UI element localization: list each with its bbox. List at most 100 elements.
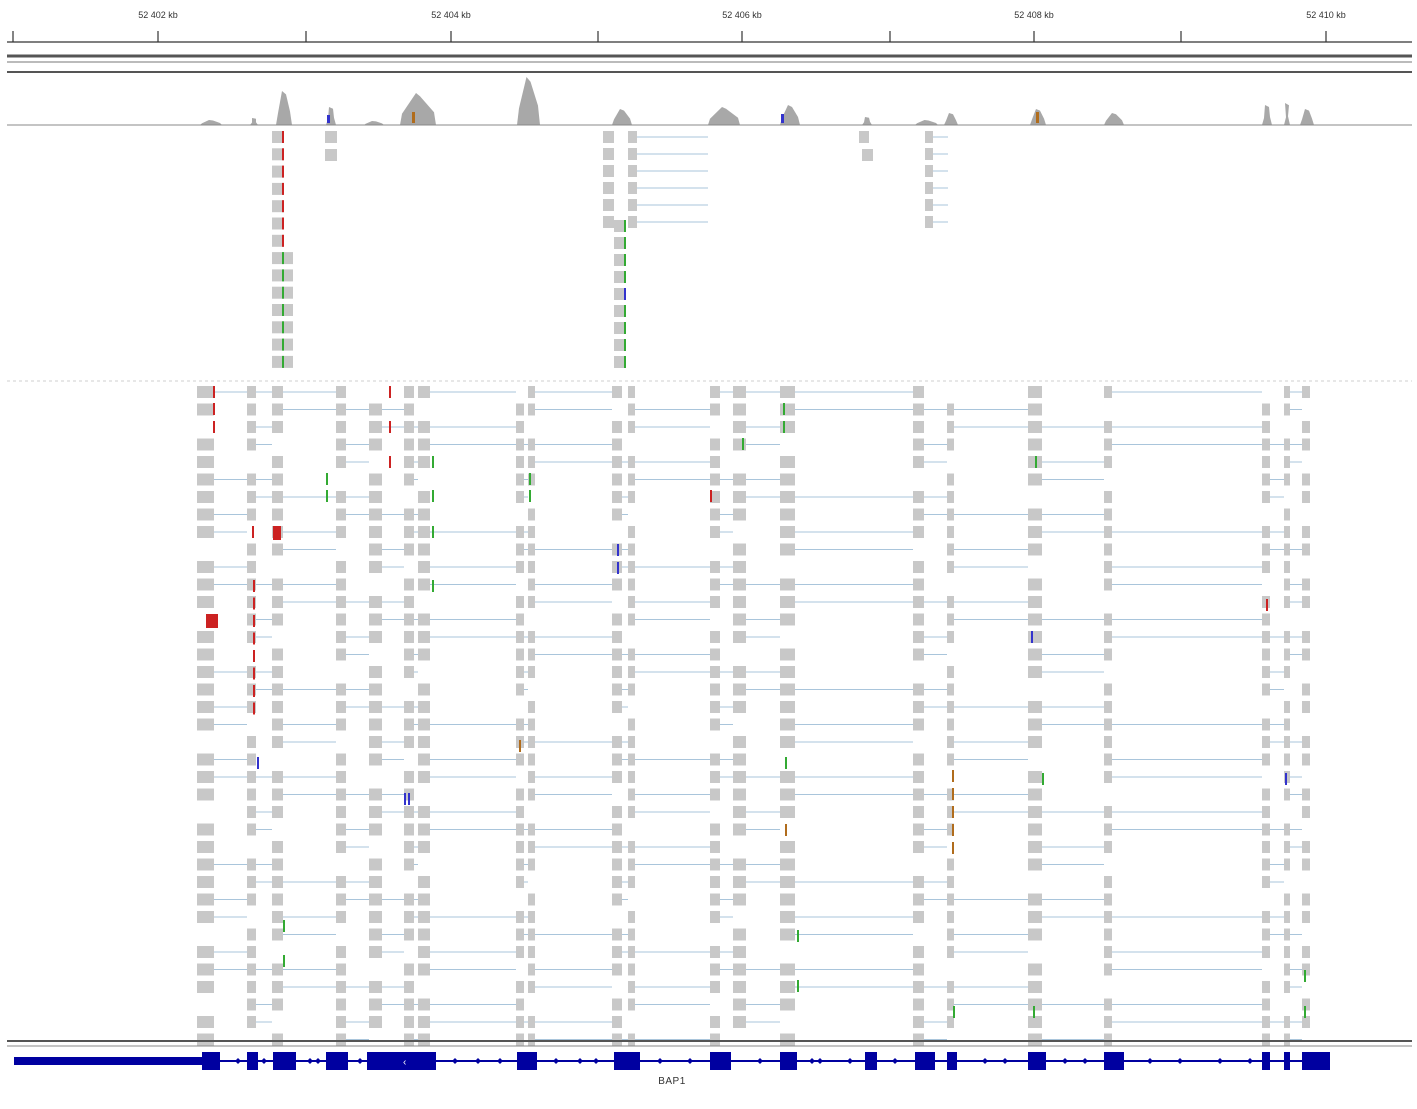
read-block — [913, 981, 924, 993]
read-block — [404, 771, 414, 783]
read-block — [247, 508, 256, 521]
read-block — [516, 456, 524, 468]
read-block — [628, 403, 635, 416]
read-block — [628, 666, 635, 678]
read-block — [1284, 386, 1290, 398]
read-block — [925, 216, 933, 228]
read-block — [418, 683, 430, 696]
mismatch-mark — [953, 1006, 955, 1018]
mismatch-mark — [389, 456, 391, 468]
read-block — [710, 648, 720, 661]
read-block — [1262, 543, 1270, 556]
read-block — [1302, 648, 1310, 661]
mismatch-mark — [282, 148, 284, 161]
read-block — [710, 858, 720, 871]
read-block — [404, 718, 414, 731]
mismatch-block — [206, 614, 218, 628]
ruler-tick-label-52404: 52 404 kb — [431, 10, 471, 20]
read-block — [1262, 946, 1270, 958]
read-block — [1028, 806, 1042, 818]
read-block — [418, 526, 430, 538]
read-block — [369, 561, 382, 573]
read-block — [369, 596, 382, 608]
read-block — [404, 1016, 414, 1028]
coverage-peak — [276, 91, 292, 125]
gene-strand-marker — [261, 1058, 267, 1064]
read-block — [913, 648, 924, 661]
read-block — [404, 578, 414, 591]
gene-exon — [915, 1052, 935, 1070]
read-block — [418, 771, 430, 783]
mismatch-mark — [282, 165, 284, 178]
read-block — [369, 438, 382, 451]
read-block — [418, 876, 430, 888]
read-block — [1262, 736, 1270, 748]
mismatch-mark — [282, 182, 284, 195]
mismatch-mark — [783, 403, 785, 415]
read-block — [336, 1033, 346, 1046]
read-block — [1302, 806, 1310, 818]
read-block — [947, 736, 954, 748]
read-block — [947, 596, 954, 608]
read-block — [1028, 911, 1042, 923]
read-block — [710, 753, 720, 766]
read-block — [247, 438, 256, 451]
read-block — [1262, 858, 1270, 871]
read-block — [369, 526, 382, 538]
read-block — [710, 876, 720, 888]
read-block — [336, 403, 346, 416]
read-block — [369, 508, 382, 521]
read-block — [528, 526, 535, 538]
read-block — [628, 543, 635, 556]
read-block — [516, 858, 524, 871]
mismatch-mark — [213, 403, 215, 415]
mismatch-mark — [283, 920, 285, 932]
read-block — [528, 736, 535, 748]
read-block — [528, 893, 535, 906]
coverage-track[interactable] — [200, 77, 1314, 125]
read-block — [272, 981, 283, 993]
read-block — [710, 1016, 720, 1028]
read-block — [336, 421, 346, 433]
read-block — [710, 946, 720, 958]
read-block — [733, 666, 746, 678]
mismatch-mark — [282, 131, 284, 143]
read-block — [197, 526, 214, 538]
read-block — [516, 998, 524, 1011]
read-block — [913, 596, 924, 608]
read-block — [710, 788, 720, 801]
read-block — [780, 736, 795, 748]
read-block — [1284, 526, 1290, 538]
read-block — [603, 216, 614, 228]
read-block — [710, 981, 720, 993]
read-block — [733, 386, 746, 398]
read-block — [1302, 998, 1310, 1011]
gene-strand-marker — [1247, 1058, 1253, 1064]
read-block — [1262, 911, 1270, 923]
read-block — [247, 736, 256, 748]
mismatch-mark — [783, 421, 785, 433]
read-block — [733, 701, 746, 713]
read-block — [369, 736, 382, 748]
read-block — [733, 438, 746, 451]
coverage-mismatch — [412, 112, 415, 123]
read-block — [733, 753, 746, 766]
read-block — [1302, 893, 1310, 906]
coverage-peak — [250, 118, 258, 125]
alignment-reads-track[interactable] — [197, 131, 1310, 1046]
read-block — [1284, 981, 1290, 993]
mismatch-mark — [519, 740, 521, 752]
read-block — [247, 963, 256, 976]
read-block — [516, 718, 524, 731]
gene-track[interactable]: ‹ — [14, 1052, 1330, 1070]
read-block — [516, 753, 524, 766]
read-block — [404, 666, 414, 678]
read-block — [272, 736, 283, 748]
read-block — [247, 788, 256, 801]
read-block — [272, 683, 283, 696]
read-block — [247, 998, 256, 1011]
read-block — [1104, 438, 1112, 451]
read-block — [1262, 1033, 1270, 1046]
